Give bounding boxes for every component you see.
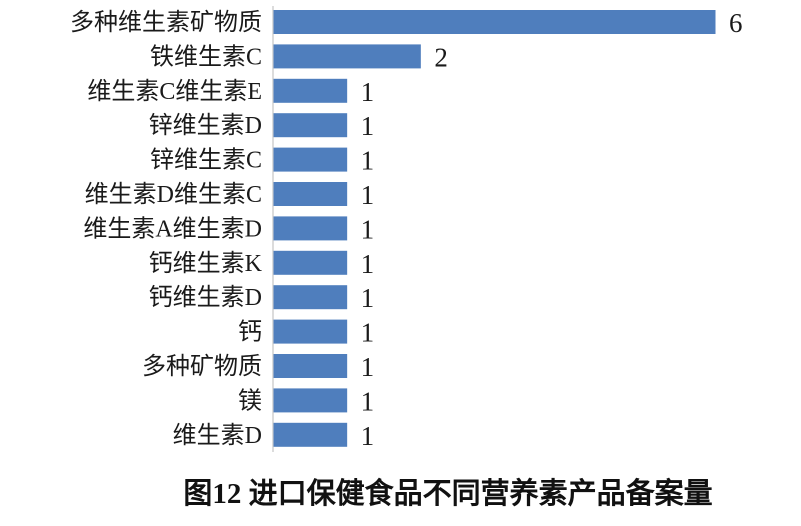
data-label: 1 [361, 180, 375, 210]
data-label: 1 [361, 283, 375, 313]
bar [273, 182, 348, 206]
bar [273, 285, 348, 310]
category-label: 钙维生素D [149, 284, 262, 311]
bar [273, 147, 348, 172]
category-label: 维生素A维生素D [83, 215, 262, 242]
bar [273, 44, 421, 69]
data-label: 1 [361, 318, 375, 348]
bar [273, 78, 348, 103]
bar [273, 354, 348, 378]
data-label: 1 [361, 249, 375, 279]
category-label: 多种维生素矿物质 [70, 9, 262, 36]
bar [273, 422, 348, 447]
category-label: 维生素D维生素C [85, 181, 262, 208]
category-label: 维生素C维生素E [87, 78, 262, 105]
bar [273, 250, 348, 275]
category-label: 钙 [238, 319, 262, 346]
category-label: 镁 [238, 387, 262, 414]
category-label: 多种矿物质 [142, 353, 262, 380]
data-label: 1 [361, 77, 375, 107]
bar [273, 319, 348, 344]
data-label: 2 [434, 42, 448, 72]
data-label: 1 [361, 111, 375, 141]
data-label: 1 [361, 214, 375, 244]
category-label: 铁维生素C [150, 43, 262, 70]
bar [273, 216, 348, 241]
bar [273, 113, 348, 138]
data-label: 1 [361, 421, 375, 451]
bar [273, 388, 348, 413]
data-label: 1 [361, 352, 375, 382]
chart-title: 图12 进口保健食品不同营养素产品备案量 [183, 478, 713, 510]
category-label: 维生素D [173, 422, 262, 449]
category-label: 钙维生素K [149, 250, 263, 277]
data-label: 1 [361, 386, 375, 416]
category-label: 锌维生素D [149, 112, 262, 139]
category-label: 锌维生素C [150, 147, 262, 174]
data-label: 6 [729, 8, 743, 38]
data-label: 1 [361, 146, 375, 176]
bar [273, 10, 716, 34]
